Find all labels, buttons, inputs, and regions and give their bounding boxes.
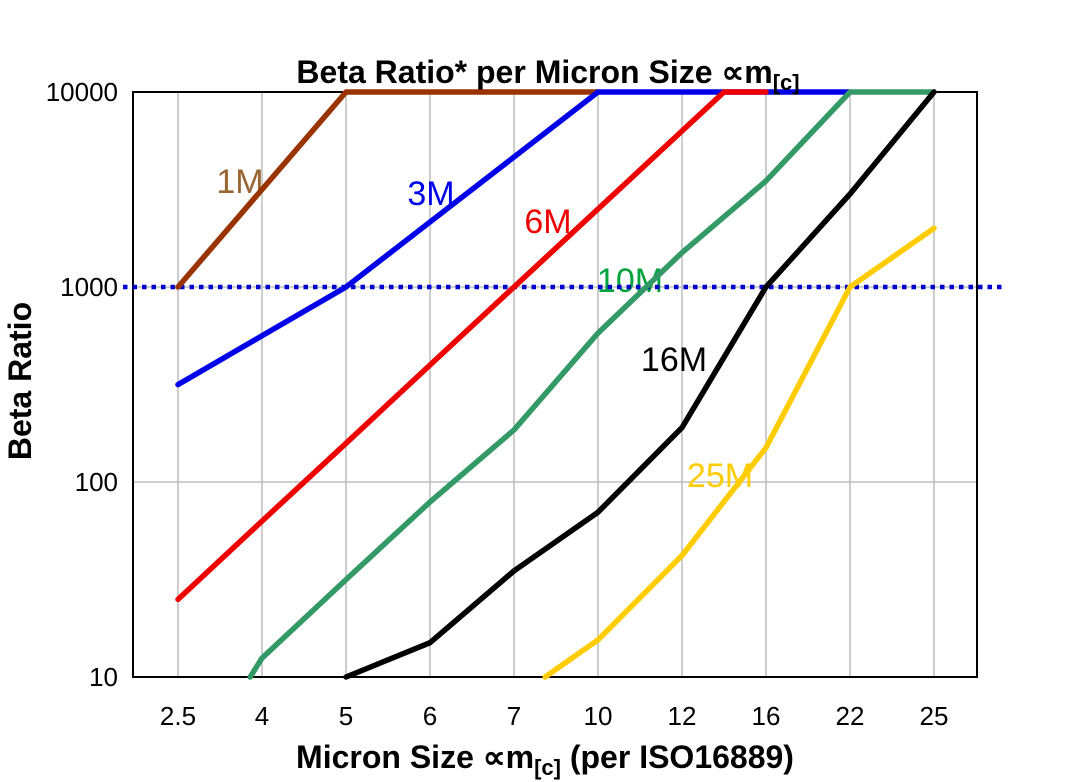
series-line-16m — [343, 89, 937, 680]
series-label-6m: 6M — [524, 203, 571, 241]
x-tick-label: 22 — [836, 701, 865, 731]
x-axis-title: Micron Size ∝m[c] (per ISO16889) — [296, 739, 794, 780]
x-tick-label: 25 — [920, 701, 949, 731]
y-tick-label: 1000 — [60, 272, 118, 302]
x-tick-label: 6 — [423, 701, 437, 731]
y-tick-label: 10000 — [46, 77, 118, 107]
y-tick-label: 100 — [75, 467, 118, 497]
series-line-1m — [175, 89, 601, 290]
x-tick-label: 4 — [255, 701, 269, 731]
series-line-10m — [247, 89, 937, 680]
chart-title: Beta Ratio* per Micron Size ∝m[c] — [296, 54, 799, 95]
x-tick-label: 10 — [584, 701, 613, 731]
x-tick-label: 12 — [668, 701, 697, 731]
y-axis-title: Beta Ratio — [2, 302, 38, 460]
x-tick-label: 2.5 — [160, 701, 196, 731]
x-tick-label: 16 — [752, 701, 781, 731]
series-line-6m — [175, 89, 769, 603]
y-tick-label: 10 — [89, 662, 118, 692]
x-tick-label: 7 — [507, 701, 521, 731]
x-tick-label: 5 — [339, 701, 353, 731]
series-label-16m: 16M — [641, 341, 707, 379]
series-line-25m — [542, 225, 937, 680]
